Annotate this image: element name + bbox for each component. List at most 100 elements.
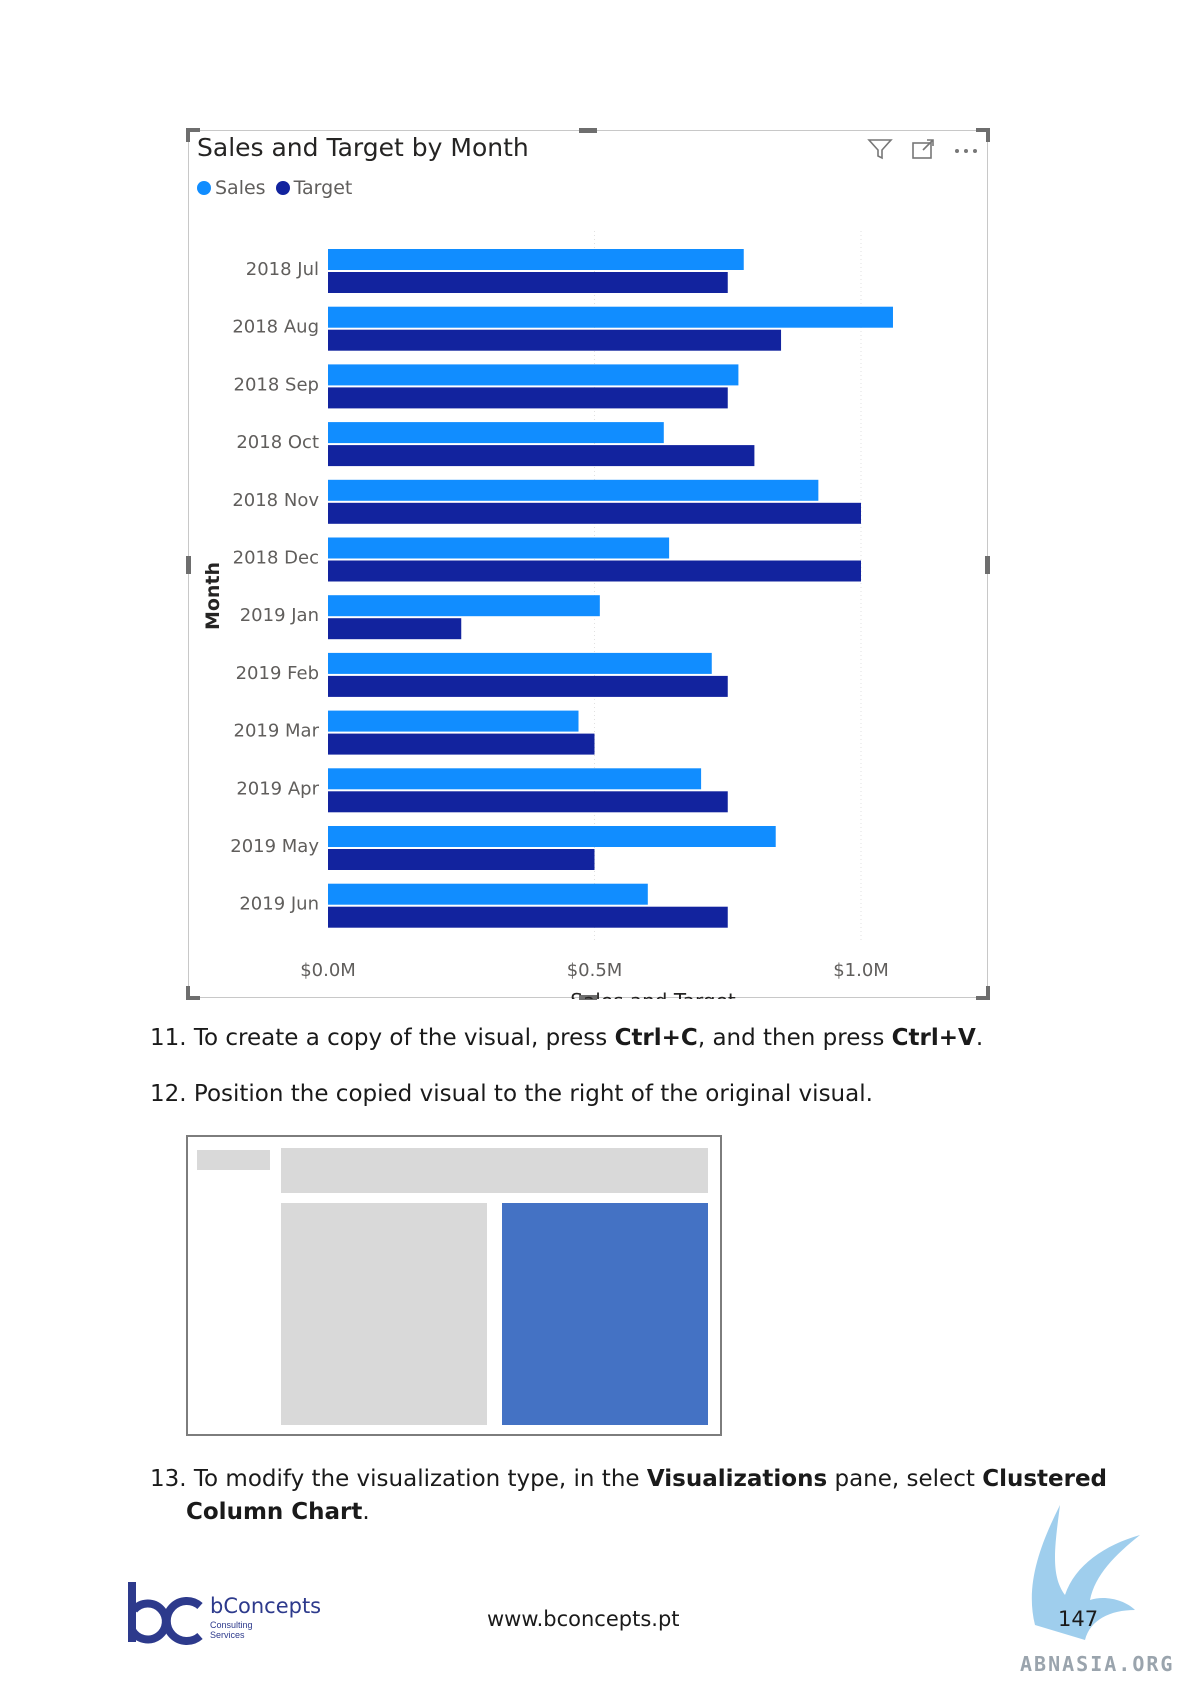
resize-handle-top-left[interactable] <box>186 128 200 132</box>
y-axis-title: Month <box>202 562 224 630</box>
resize-handle-bottom[interactable] <box>579 995 597 1000</box>
x-axis-title: Sales and Target <box>570 989 736 999</box>
y-tick-label: 2019 Jan <box>240 605 319 626</box>
legend-label-target: Target <box>293 177 353 199</box>
brand-sub-2: Services <box>210 1630 245 1640</box>
y-tick-label: 2018 Oct <box>236 432 319 453</box>
bar-sales <box>328 306 893 328</box>
chart-legend: Sales Target <box>197 177 352 199</box>
resize-handle-top[interactable] <box>579 128 597 133</box>
y-tick-label: 2019 Jun <box>239 894 319 915</box>
dragon-watermark-icon <box>1031 1505 1140 1640</box>
step-text-part: Clustered <box>982 1466 1108 1492</box>
step-text-part: To create a copy of the visual, press <box>193 1025 615 1051</box>
bar-sales <box>328 710 579 732</box>
y-tick-label: 2018 Jul <box>246 259 319 280</box>
step-text-part: Position the copied visual to the right … <box>193 1081 873 1107</box>
brand-name: bConcepts <box>210 1594 322 1618</box>
layout-mockup <box>186 1135 722 1436</box>
bar-sales <box>328 652 712 674</box>
x-tick-label: $0.5M <box>567 960 623 981</box>
step-text: Column Chart. <box>186 1499 370 1525</box>
filter-icon[interactable] <box>867 137 893 166</box>
brand-sub-1: Consulting <box>210 1620 253 1630</box>
bar-sales <box>328 479 819 501</box>
report-visual[interactable]: Sales and Target by Month Sales Target $… <box>186 128 990 1000</box>
bar-sales <box>328 537 670 559</box>
bar-target <box>328 733 595 755</box>
visual-header-icons <box>867 137 979 166</box>
bar-target <box>328 906 728 928</box>
bar-sales <box>328 422 664 444</box>
legend-label-sales: Sales <box>215 177 266 199</box>
step-13: 13. To modify the visualization type, in… <box>150 1463 1107 1496</box>
step-11: 11. To create a copy of the visual, pres… <box>150 1022 983 1055</box>
step-text-part: Visualizations <box>646 1466 828 1492</box>
y-tick-label: 2018 Aug <box>232 317 319 338</box>
bar-target <box>328 272 728 293</box>
step-text-part: Column Chart <box>186 1499 363 1525</box>
bar-target <box>328 849 595 870</box>
page-number: 147 <box>1058 1607 1099 1631</box>
step-text-part: . <box>362 1499 370 1525</box>
resize-handle-bottom-right-v[interactable] <box>986 986 990 1000</box>
y-tick-label: 2019 Mar <box>234 721 320 742</box>
bar-target <box>328 560 861 582</box>
step-text-part: pane, select <box>827 1466 983 1492</box>
bar-sales <box>328 883 648 905</box>
focus-mode-icon[interactable] <box>911 138 935 165</box>
step-text-part: Ctrl+V <box>891 1025 976 1051</box>
bar-target <box>328 329 782 351</box>
step-text: Position the copied visual to the right … <box>194 1081 873 1107</box>
legend-swatch-sales <box>197 181 211 195</box>
x-tick-label: $1.0M <box>833 960 889 981</box>
resize-handle-right[interactable] <box>985 556 990 574</box>
bar-sales <box>328 826 776 847</box>
step-text-part: . <box>975 1025 984 1051</box>
x-tick-label: $0.0M <box>300 960 356 981</box>
bar-sales <box>328 768 702 790</box>
more-options-icon[interactable] <box>953 143 979 161</box>
y-tick-label: 2019 May <box>230 836 319 857</box>
resize-handle-bottom-right[interactable] <box>976 996 990 1000</box>
bar-sales <box>328 364 739 386</box>
y-tick-label: 2019 Feb <box>236 663 319 684</box>
legend-item-sales[interactable]: Sales <box>197 177 266 199</box>
legend-item-target[interactable]: Target <box>275 177 353 199</box>
bar-target <box>328 387 728 409</box>
resize-handle-bottom-left-v[interactable] <box>186 986 190 1000</box>
y-tick-label: 2018 Nov <box>232 490 319 511</box>
y-tick-label: 2018 Dec <box>233 548 319 569</box>
step-text-part: To modify the visualization type, in the <box>193 1466 647 1492</box>
bar-target <box>328 445 755 467</box>
step-number: 11. <box>150 1025 187 1051</box>
bar-target <box>328 618 462 640</box>
step-number: 12. <box>150 1081 187 1107</box>
footer-url: www.bconcepts.pt <box>487 1607 680 1631</box>
legend-swatch-target <box>275 181 290 195</box>
resize-handle-top-left-v[interactable] <box>186 128 190 142</box>
mockup-original-visual <box>281 1203 487 1425</box>
step-text: To create a copy of the visual, press Ct… <box>194 1025 983 1051</box>
step-text: To modify the visualization type, in the… <box>194 1466 1107 1492</box>
mockup-header-placeholder <box>281 1148 708 1193</box>
resize-handle-top-right[interactable] <box>976 128 990 132</box>
resize-handle-left[interactable] <box>186 556 191 574</box>
bar-sales <box>328 249 744 270</box>
resize-handle-bottom-left[interactable] <box>186 996 200 1000</box>
bar-sales <box>328 595 600 617</box>
bar-chart: $0.0M $0.5M $1.0M 2018 Jul 2018 Aug 2018 Sep 2… <box>202 231 893 999</box>
y-tick-label: 2019 Apr <box>236 778 319 799</box>
bar-target <box>328 502 861 524</box>
step-number: 13. <box>150 1466 187 1492</box>
bconcepts-logo-icon <box>128 1582 203 1645</box>
step-text-part: , and then press <box>697 1025 892 1051</box>
step-12: 12. Position the copied visual to the ri… <box>150 1078 873 1111</box>
step-text-part: Ctrl+C <box>614 1025 698 1051</box>
bar-target <box>328 675 728 697</box>
y-tick-label: 2018 Sep <box>234 374 319 395</box>
bar-target <box>328 791 728 813</box>
mockup-copied-visual <box>502 1203 708 1425</box>
resize-handle-top-right-v[interactable] <box>986 128 990 142</box>
visual-title: Sales and Target by Month <box>197 133 529 162</box>
